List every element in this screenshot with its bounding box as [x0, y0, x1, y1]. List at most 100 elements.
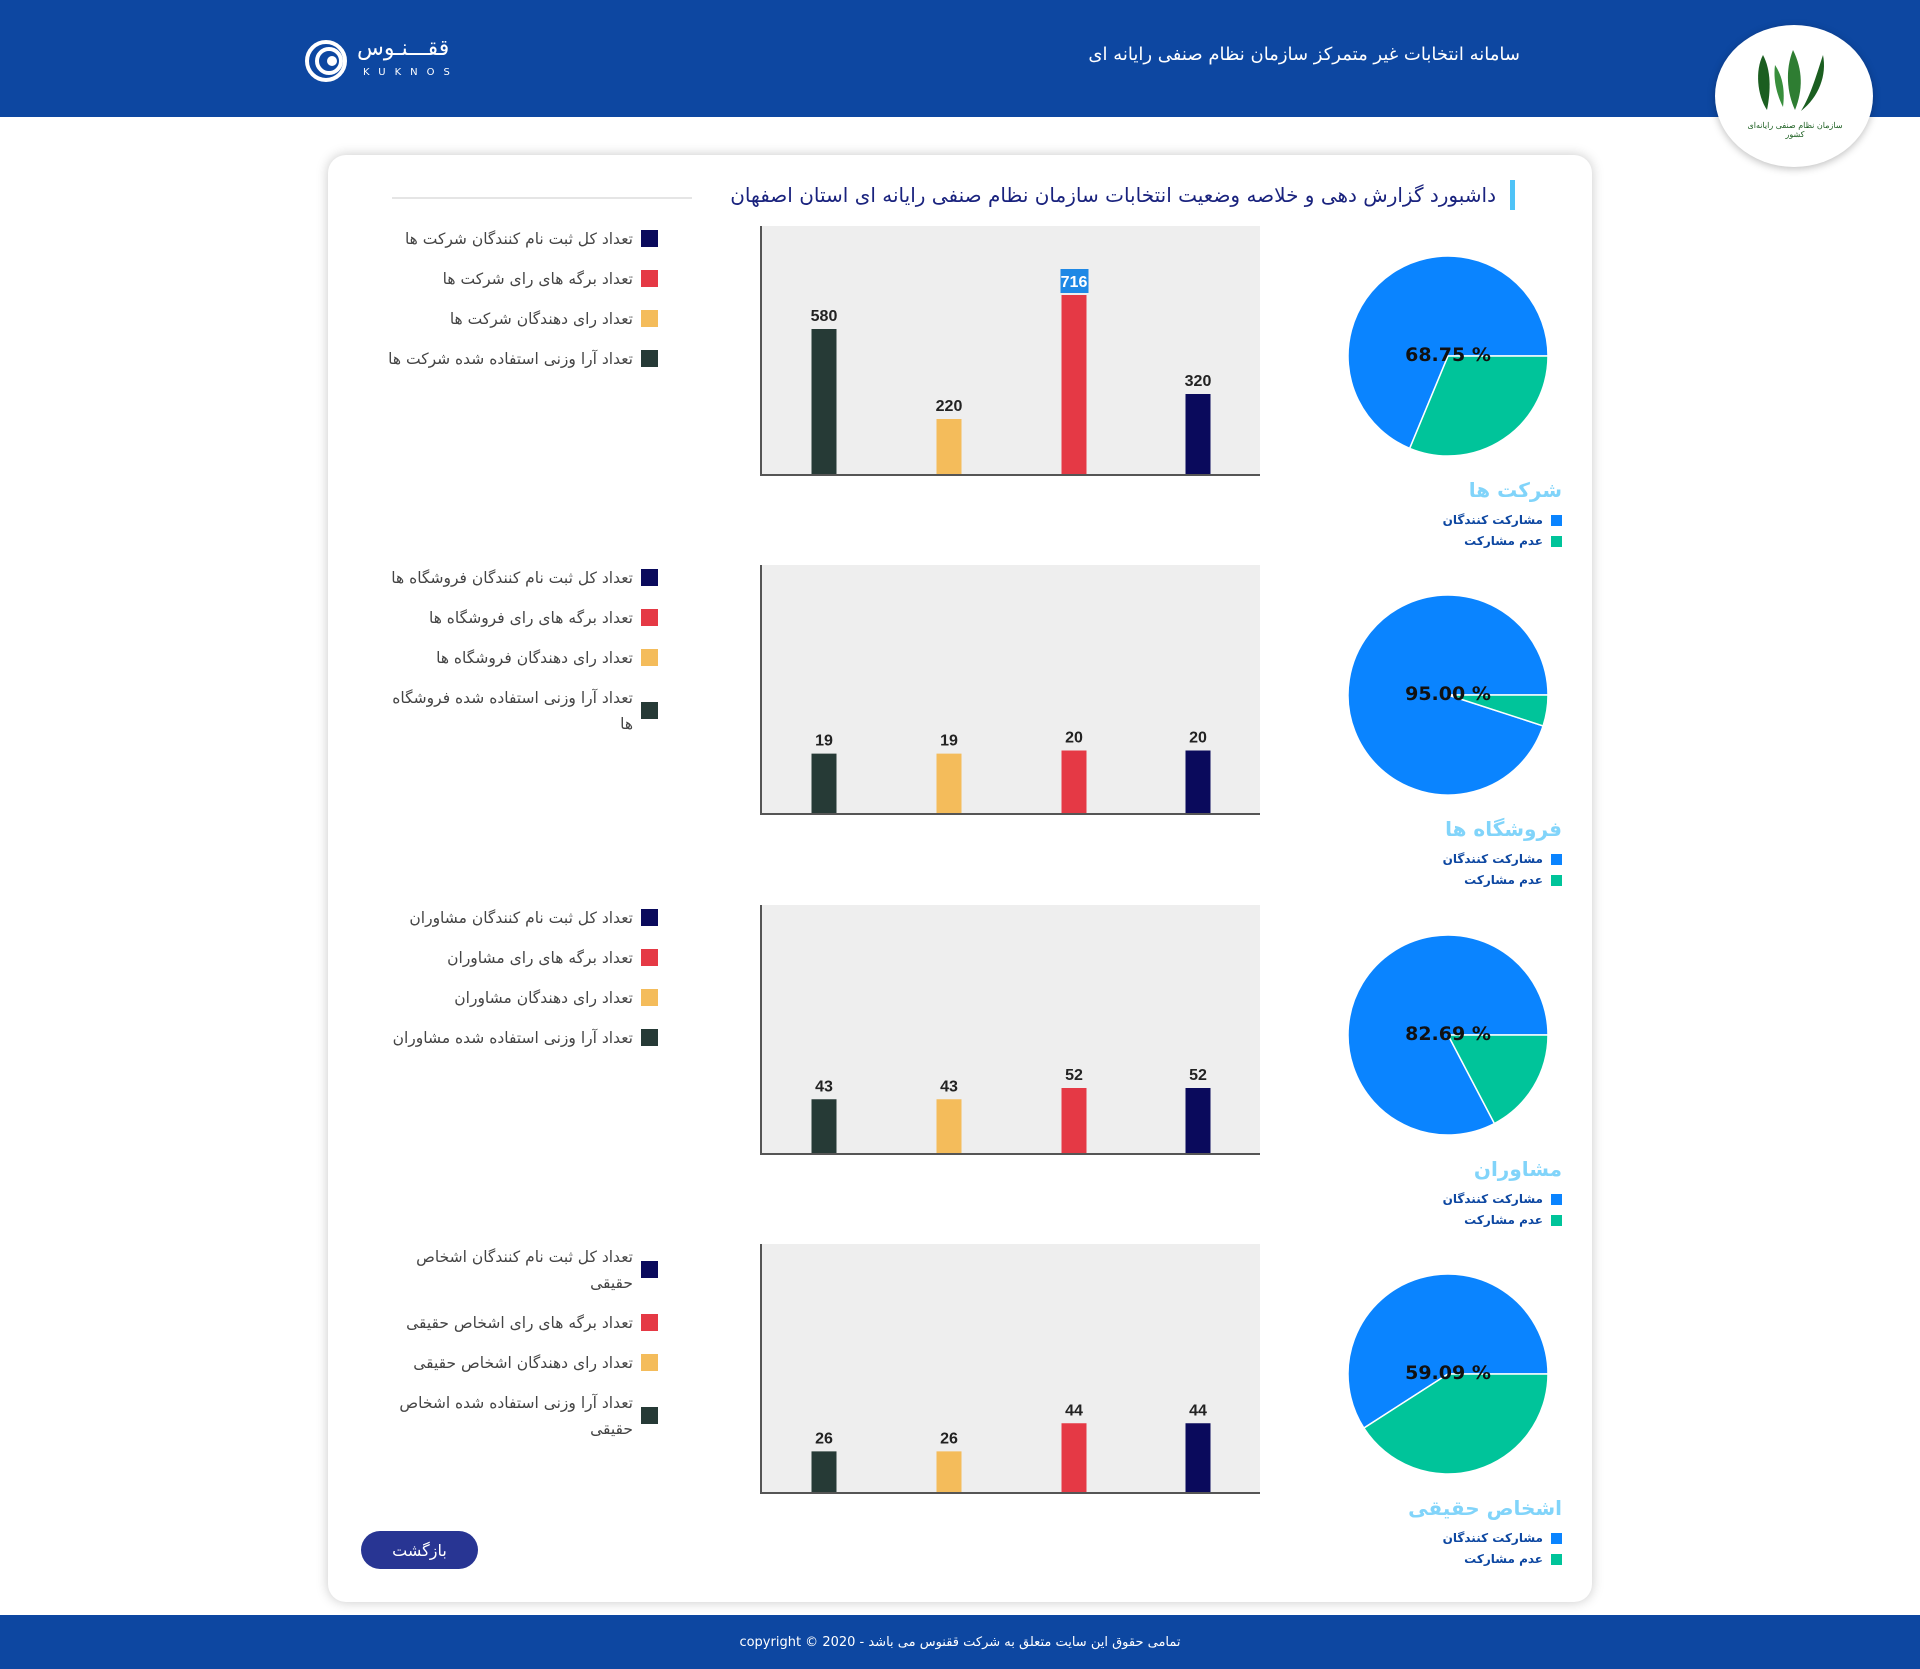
- legend-item[interactable]: تعداد آرا وزنی استفاده شده فروشگاه ها: [378, 685, 658, 737]
- section-1: تعداد کل ثبت نام کنندگان فروشگاه ها تعداد…: [328, 565, 1592, 905]
- legend-item[interactable]: تعداد کل ثبت نام کنندگان فروشگاه ها: [378, 565, 658, 591]
- pie-slice-non-participants[interactable]: [1447, 694, 1549, 727]
- legend-swatch: [641, 1029, 658, 1046]
- pie-chart-svg: [1347, 594, 1549, 796]
- legend-item[interactable]: تعداد رای دهندگان فروشگاه ها: [378, 645, 658, 671]
- legend-swatch: [641, 1314, 658, 1331]
- legend-swatch: [641, 310, 658, 327]
- pie-slice-participants[interactable]: [1347, 255, 1549, 450]
- bar[interactable]: [1061, 1423, 1087, 1492]
- pie-legend-item[interactable]: مشارکت کنندگان: [1443, 1528, 1562, 1549]
- bar-value-label: 320: [1185, 373, 1212, 390]
- pie-legend-item[interactable]: مشارکت کنندگان: [1443, 510, 1562, 531]
- section-name: شرکت ها: [1468, 478, 1562, 502]
- bar[interactable]: [1185, 1423, 1211, 1492]
- bar[interactable]: [1061, 1088, 1087, 1153]
- legend-item[interactable]: تعداد برگه های رای اشخاص حقیقی: [378, 1310, 658, 1336]
- legend-label: تعداد آرا وزنی استفاده شده فروشگاه ها: [392, 689, 633, 733]
- legend-label: تعداد کل ثبت نام کنندگان مشاوران: [409, 909, 633, 927]
- kuknos-logo-icon: [305, 40, 347, 82]
- bar-legend: تعداد کل ثبت نام کنندگان اشخاص حقیقی تعدا…: [378, 1244, 658, 1456]
- legend-item[interactable]: تعداد آرا وزنی استفاده شده شرکت ها: [378, 346, 658, 372]
- legend-swatch: [641, 949, 658, 966]
- bar[interactable]: [1185, 750, 1211, 814]
- legend-item[interactable]: تعداد برگه های رای فروشگاه ها: [378, 605, 658, 631]
- bar[interactable]: [811, 753, 837, 813]
- bar-chart-svg: 43 43 52 52: [760, 905, 1260, 1155]
- legend-item[interactable]: تعداد آرا وزنی استفاده شده اشخاص حقیقی: [378, 1390, 658, 1442]
- bar[interactable]: [936, 753, 962, 813]
- back-button[interactable]: بازگشت: [361, 1531, 478, 1569]
- kuknos-logo[interactable]: ققـــنـوس KUKNOS: [303, 36, 483, 86]
- legend-item[interactable]: تعداد رای دهندگان مشاوران: [378, 985, 658, 1011]
- legend-label: تعداد برگه های رای اشخاص حقیقی: [406, 1314, 633, 1332]
- legend-swatch: [641, 1407, 658, 1424]
- bar-value-label: 580: [811, 308, 838, 325]
- pie-legend-item[interactable]: مشارکت کنندگان: [1443, 849, 1562, 870]
- pie-chart-svg: [1347, 255, 1549, 457]
- legend-item[interactable]: تعداد برگه های رای شرکت ها: [378, 266, 658, 292]
- pie-legend-swatch: [1551, 1554, 1562, 1565]
- bar[interactable]: [1185, 1088, 1211, 1153]
- plot-background: [760, 905, 1260, 1155]
- bar[interactable]: [1061, 295, 1087, 474]
- bar-value-label: 43: [940, 1078, 958, 1095]
- legend-label: تعداد کل ثبت نام کنندگان شرکت ها: [404, 230, 633, 248]
- pie-legend-label: مشارکت کنندگان: [1442, 1192, 1543, 1206]
- bar-value-label: 26: [815, 1430, 833, 1447]
- bar[interactable]: [936, 1099, 962, 1153]
- plot-background: [760, 226, 1260, 476]
- legend-label: تعداد آرا وزنی استفاده شده شرکت ها: [388, 350, 633, 368]
- legend-swatch: [641, 989, 658, 1006]
- pie-slice-non-participants[interactable]: [1446, 1034, 1549, 1125]
- legend-item[interactable]: تعداد کل ثبت نام کنندگان اشخاص حقیقی: [378, 1244, 658, 1296]
- org-logo[interactable]: سازمان نظام صنفی رایانه‌ای کشور: [1715, 25, 1873, 167]
- bar[interactable]: [936, 419, 962, 474]
- bar-value-label: 44: [1065, 1402, 1083, 1419]
- legend-item[interactable]: تعداد برگه های رای مشاوران: [378, 945, 658, 971]
- pie-slice-participants[interactable]: [1347, 1273, 1549, 1430]
- pie-legend-item[interactable]: عدم مشارکت: [1443, 531, 1562, 552]
- bar-value-label: 20: [1189, 730, 1207, 747]
- legend-item[interactable]: تعداد آرا وزنی استفاده شده مشاوران: [378, 1025, 658, 1051]
- bar[interactable]: [811, 329, 837, 474]
- legend-swatch: [641, 909, 658, 926]
- legend-swatch: [641, 569, 658, 586]
- pie-legend-label: مشارکت کنندگان: [1442, 1531, 1543, 1545]
- pie-legend: مشارکت کنندگان عدم مشارکت: [1443, 1528, 1562, 1570]
- plot-background: [760, 565, 1260, 815]
- legend-label: تعداد برگه های رای مشاوران: [447, 949, 633, 967]
- bar-chart: 19 19 20 20: [760, 565, 1260, 815]
- bar-chart: 43 43 52 52: [760, 905, 1260, 1155]
- legend-label: تعداد رای دهندگان فروشگاه ها: [436, 649, 633, 667]
- pie-slice-non-participants[interactable]: [1362, 1373, 1549, 1475]
- footer-copyright: تمامی حقوق این سایت متعلق به شرکت ققنوس …: [739, 1635, 1181, 1650]
- pie-legend-item[interactable]: عدم مشارکت: [1443, 870, 1562, 891]
- legend-item[interactable]: تعداد کل ثبت نام کنندگان مشاوران: [378, 905, 658, 931]
- pie-chart: 59.09 %: [1338, 1273, 1549, 1484]
- legend-swatch: [641, 649, 658, 666]
- legend-label: تعداد رای دهندگان اشخاص حقیقی: [413, 1354, 633, 1372]
- pie-legend-swatch: [1551, 536, 1562, 547]
- bar[interactable]: [936, 1451, 962, 1492]
- legend-item[interactable]: تعداد رای دهندگان اشخاص حقیقی: [378, 1350, 658, 1376]
- legend-label: تعداد آرا وزنی استفاده شده مشاوران: [392, 1029, 633, 1047]
- bar-value-label: 44: [1189, 1402, 1207, 1419]
- page-footer: تمامی حقوق این سایت متعلق به شرکت ققنوس …: [0, 1615, 1920, 1669]
- bar[interactable]: [811, 1099, 837, 1153]
- pie-legend-item[interactable]: عدم مشارکت: [1443, 1210, 1562, 1231]
- pie-slice-non-participants[interactable]: [1408, 355, 1549, 457]
- legend-swatch: [641, 1261, 658, 1278]
- bar-value-label: 26: [940, 1430, 958, 1447]
- bar[interactable]: [811, 1451, 837, 1492]
- section-2: تعداد کل ثبت نام کنندگان مشاوران تعداد بر…: [328, 905, 1592, 1245]
- bar[interactable]: [1185, 394, 1211, 474]
- pie-legend: مشارکت کنندگان عدم مشارکت: [1443, 510, 1562, 552]
- legend-item[interactable]: تعداد رای دهندگان شرکت ها: [378, 306, 658, 332]
- legend-label: تعداد کل ثبت نام کنندگان اشخاص حقیقی: [416, 1248, 633, 1292]
- legend-item[interactable]: تعداد کل ثبت نام کنندگان شرکت ها: [378, 226, 658, 252]
- bar[interactable]: [1061, 750, 1087, 814]
- pie-legend-item[interactable]: مشارکت کنندگان: [1443, 1189, 1562, 1210]
- pie-legend-item[interactable]: عدم مشارکت: [1443, 1549, 1562, 1570]
- bar-chart-svg: 19 19 20 20: [760, 565, 1260, 815]
